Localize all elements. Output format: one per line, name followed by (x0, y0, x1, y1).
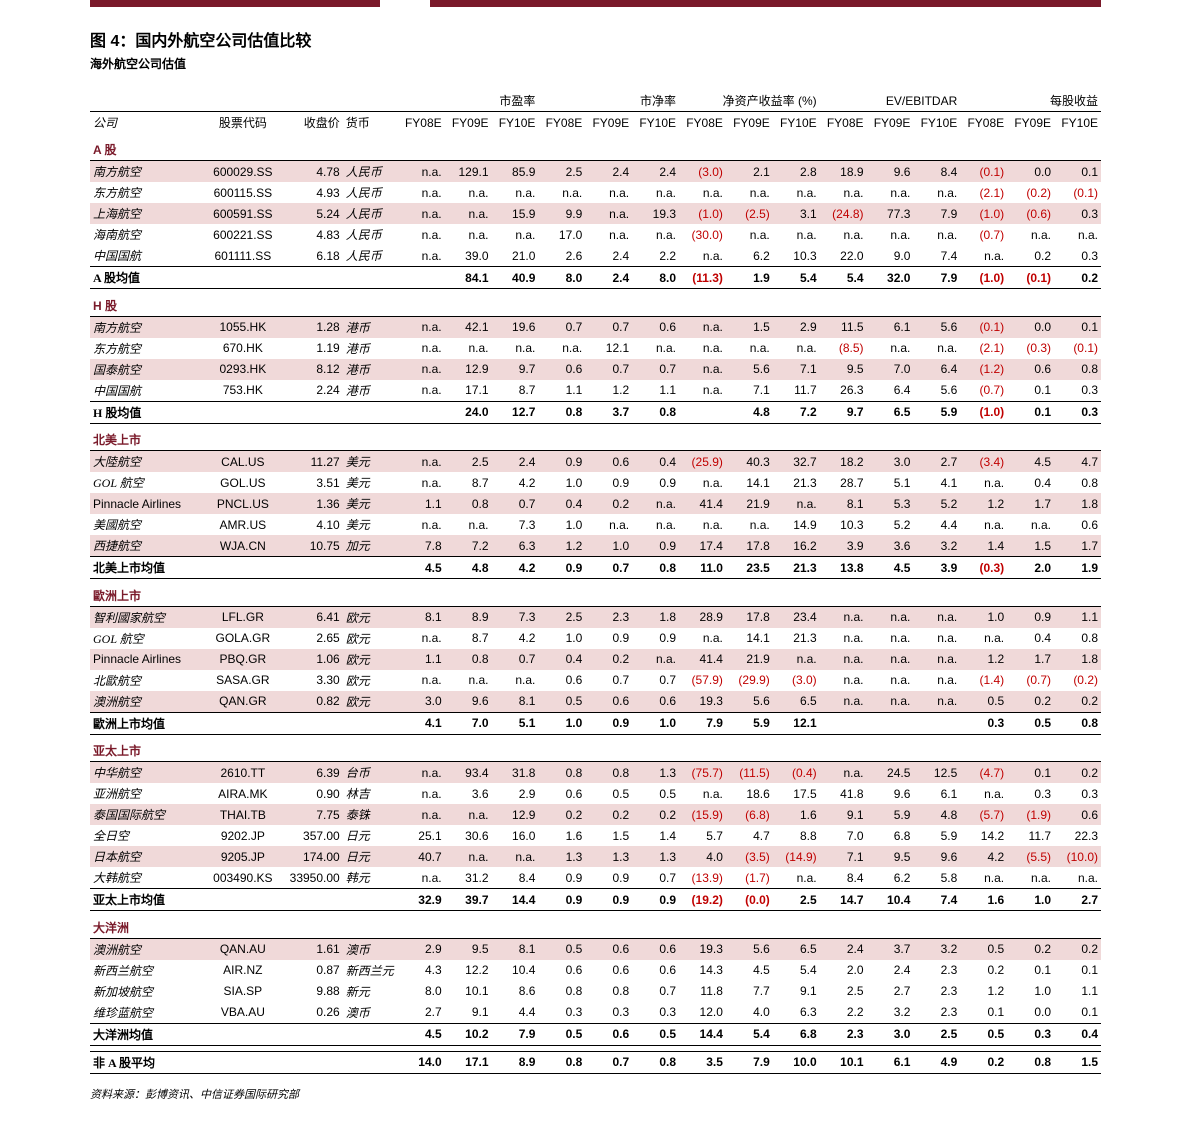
table-row: 日本航空9205.JP174.00日元40.7n.a.n.a.1.31.31.3… (90, 846, 1101, 867)
section-head: 歐洲上市 (90, 585, 1101, 607)
table-row: 南方航空1055.HK1.28港币n.a.42.119.60.70.70.6n.… (90, 316, 1101, 338)
table-row: 中国国航601111.SS6.18人民币n.a.39.021.02.62.42.… (90, 245, 1101, 267)
source-note: 资料来源：彭博资讯、中信证券国际研究部 (90, 1086, 1101, 1102)
table-row: 新西兰航空AIR.NZ0.87新西兰元4.312.210.40.60.60.61… (90, 960, 1101, 981)
header-groups: 市盈率 市净率 净资产收益率 (%) EV/EBITDAR 每股收益 (90, 90, 1101, 112)
table-row: GOL 航空GOLA.GR2.65欧元n.a.8.74.21.00.90.9n.… (90, 628, 1101, 649)
section-mean: 北美上市均值4.54.84.20.90.70.811.023.521.313.8… (90, 557, 1101, 579)
figure-subtitle: 海外航空公司估值 (90, 55, 1101, 72)
section-mean: H 股均值24.012.70.83.70.84.87.29.76.55.9(1.… (90, 401, 1101, 423)
section-head: 大洋洲 (90, 917, 1101, 939)
table-row: Pinnacle AirlinesPBQ.GR1.06欧元1.10.80.70.… (90, 649, 1101, 670)
section-head: 亚太上市 (90, 740, 1101, 762)
table-row: 澳洲航空QAN.AU1.61澳币2.99.58.10.50.60.619.35.… (90, 938, 1101, 960)
table-row: 东方航空670.HK1.19港币n.a.n.a.n.a.n.a.12.1n.a.… (90, 338, 1101, 359)
table-row: 新加坡航空SIA.SP9.88新元8.010.18.60.80.80.711.8… (90, 981, 1101, 1002)
table-row: 大陸航空CAL.US11.27美元n.a.2.52.40.90.60.4(25.… (90, 451, 1101, 473)
table-row: 维珍蓝航空VBA.AU0.26澳币2.79.14.40.30.30.312.04… (90, 1002, 1101, 1024)
section-mean: 亚太上市均值32.939.714.40.90.90.9(19.2)(0.0)2.… (90, 889, 1101, 911)
table-row: 北歐航空SASA.GR3.30欧元n.a.n.a.n.a.0.60.70.7(5… (90, 670, 1101, 691)
section-head: H 股 (90, 295, 1101, 317)
table-row: 上海航空600591.SS5.24人民币n.a.n.a.15.99.9n.a.1… (90, 203, 1101, 224)
header-rules (90, 0, 1101, 7)
figure-title: 图 4：国内外航空公司估值比较 (90, 27, 1101, 51)
section-mean: 歐洲上市均值4.17.05.11.00.91.07.95.912.10.30.5… (90, 712, 1101, 734)
table-row: 澳洲航空QAN.GR0.82欧元3.09.68.10.50.60.619.35.… (90, 691, 1101, 713)
table-row: 泰国国际航空THAI.TB7.75泰铢n.a.n.a.12.90.20.20.2… (90, 804, 1101, 825)
header-years: 公司 股票代码 收盘价 货币 FY08EFY09EFY10E FY08EFY09… (90, 112, 1101, 134)
table-row: Pinnacle AirlinesPNCL.US1.36美元1.10.80.70… (90, 493, 1101, 514)
table-row: 海南航空600221.SS4.83人民币n.a.n.a.n.a.17.0n.a.… (90, 224, 1101, 245)
table-row: 中国国航753.HK2.24港币n.a.17.18.71.11.21.1n.a.… (90, 380, 1101, 402)
section-head: A 股 (90, 139, 1101, 161)
grand-mean: 非 A 股平均14.017.18.90.80.70.83.57.910.010.… (90, 1051, 1101, 1073)
table-row: 南方航空600029.SS4.78人民币n.a.129.185.92.52.42… (90, 161, 1101, 183)
table-row: 国泰航空0293.HK8.12港币n.a.12.99.70.60.70.7n.a… (90, 359, 1101, 380)
table-row: 东方航空600115.SS4.93人民币n.a.n.a.n.a.n.a.n.a.… (90, 182, 1101, 203)
table-row: 美國航空AMR.US4.10美元n.a.n.a.7.31.0n.a.n.a.n.… (90, 514, 1101, 535)
table-row: 大韩航空003490.KS33950.00韩元n.a.31.28.40.90.9… (90, 867, 1101, 889)
table-row: 全日空9202.JP357.00日元25.130.616.01.61.51.45… (90, 825, 1101, 846)
table-row: 亚洲航空AIRA.MK0.90林吉n.a.3.62.90.60.50.5n.a.… (90, 783, 1101, 804)
table-row: GOL 航空GOL.US3.51美元n.a.8.74.21.00.90.9n.a… (90, 472, 1101, 493)
section-mean: A 股均值84.140.98.02.48.0(11.3)1.95.45.432.… (90, 267, 1101, 289)
table-row: 中华航空2610.TT6.39台币n.a.93.431.80.80.81.3(7… (90, 762, 1101, 784)
valuation-table: 市盈率 市净率 净资产收益率 (%) EV/EBITDAR 每股收益 公司 股票… (90, 90, 1101, 1074)
table-row: 西捷航空WJA.CN10.75加元7.87.26.31.21.00.917.41… (90, 535, 1101, 557)
section-head: 北美上市 (90, 429, 1101, 451)
section-mean: 大洋洲均值4.510.27.90.50.60.514.45.46.82.33.0… (90, 1023, 1101, 1045)
table-row: 智利國家航空LFL.GR6.41欧元8.18.97.32.52.31.828.9… (90, 606, 1101, 628)
